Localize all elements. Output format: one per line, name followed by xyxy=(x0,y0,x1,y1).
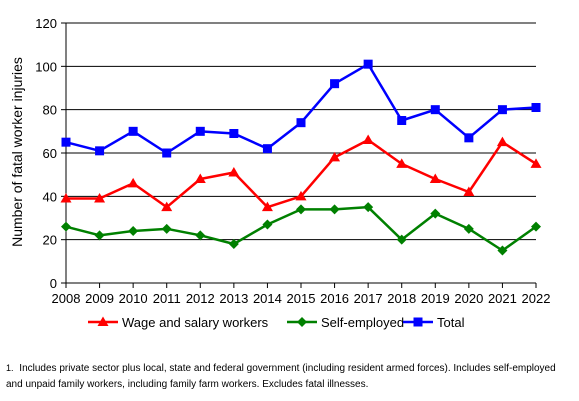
data-point-total xyxy=(195,126,205,136)
y-tick-label: 120 xyxy=(35,16,57,31)
series-total xyxy=(61,59,541,158)
data-point-self-employed xyxy=(531,221,541,232)
series-self-employed xyxy=(61,202,541,256)
legend-item-wage-and-salary-workers: Wage and salary workers xyxy=(88,315,269,330)
line-chart: 0 20 40 60 80 100 120 2008 2009 2010 2011 2012 2013… xyxy=(9,16,551,330)
data-point-wage-and-salary-workers xyxy=(295,190,307,201)
x-tick-label: 2016 xyxy=(320,291,349,306)
data-point-total xyxy=(363,59,373,69)
y-tick-label: 100 xyxy=(35,59,57,74)
data-point-total xyxy=(162,148,172,158)
legend-label: Wage and salary workers xyxy=(122,315,269,330)
data-point-total xyxy=(330,79,340,89)
data-point-self-employed xyxy=(430,208,441,219)
data-point-total xyxy=(531,103,541,112)
data-point-total xyxy=(397,116,407,125)
axes xyxy=(61,22,537,288)
legend: Wage and salary workers Self-employed Tota… xyxy=(88,315,465,330)
series-wage-and-salary-workers xyxy=(60,134,542,212)
x-tick-label: 2017 xyxy=(354,291,383,306)
x-tick-label: 2015 xyxy=(287,291,316,306)
data-point-self-employed xyxy=(94,230,105,241)
legend-label: Self-employed xyxy=(321,315,404,330)
data-point-total xyxy=(61,137,71,147)
y-tick-label: 60 xyxy=(43,146,57,161)
series-group xyxy=(60,59,542,256)
legend-marker xyxy=(413,317,423,327)
data-point-total xyxy=(262,144,272,154)
data-point-wage-and-salary-workers xyxy=(329,151,341,162)
footnote-marker: 1. xyxy=(6,363,14,373)
data-point-wage-and-salary-workers xyxy=(60,193,72,203)
data-point-self-employed xyxy=(329,204,340,215)
data-point-total xyxy=(430,105,440,115)
legend-item-self-employed: Self-employed xyxy=(287,315,404,330)
data-point-self-employed xyxy=(497,245,508,256)
data-point-total xyxy=(229,129,239,138)
data-point-wage-and-salary-workers xyxy=(94,193,106,203)
data-point-self-employed xyxy=(396,234,407,245)
data-point-total xyxy=(95,146,105,156)
x-tick-label: 2011 xyxy=(153,291,181,306)
y-tick-label: 20 xyxy=(43,233,57,248)
y-tick-label: 40 xyxy=(43,189,57,204)
data-point-self-employed xyxy=(363,202,374,213)
footnote: 1. Includes private sector plus local, s… xyxy=(6,360,572,393)
gridlines xyxy=(66,22,536,241)
legend-item-total: Total xyxy=(403,315,465,330)
x-tick-label: 2014 xyxy=(253,291,282,306)
data-point-self-employed xyxy=(262,219,273,230)
data-point-wage-and-salary-workers xyxy=(496,136,508,147)
data-point-wage-and-salary-workers xyxy=(396,158,408,168)
footnote-text: Includes private sector plus local, stat… xyxy=(6,363,556,390)
data-point-total xyxy=(497,105,507,115)
x-tick-label: 2013 xyxy=(219,291,248,306)
x-tick-label: 2019 xyxy=(421,291,450,306)
x-tick-label: 2022 xyxy=(522,291,551,306)
data-point-self-employed xyxy=(463,223,474,234)
data-point-wage-and-salary-workers xyxy=(127,177,139,188)
x-tick-labels: 2008 2009 2010 2011 2012 2013 2014 2015 2016 2017… xyxy=(52,291,551,306)
data-point-wage-and-salary-workers xyxy=(429,173,441,183)
data-point-total xyxy=(464,133,474,143)
data-point-wage-and-salary-workers xyxy=(463,186,475,196)
y-axis-label: Number of fatal worker injuries xyxy=(9,57,25,247)
legend-marker xyxy=(97,316,109,326)
data-point-self-employed xyxy=(61,221,71,232)
data-point-self-employed xyxy=(228,239,239,249)
data-point-wage-and-salary-workers xyxy=(261,201,273,212)
x-tick-label: 2012 xyxy=(186,291,215,306)
data-point-total xyxy=(296,118,306,128)
y-tick-label: 80 xyxy=(43,103,57,118)
x-tick-label: 2018 xyxy=(387,291,416,306)
data-point-self-employed xyxy=(195,230,206,241)
x-tick-label: 2010 xyxy=(119,291,148,306)
legend-label: Total xyxy=(437,315,465,330)
x-tick-label: 2020 xyxy=(454,291,483,306)
y-tick-label: 0 xyxy=(50,276,57,291)
x-tick-label: 2021 xyxy=(488,291,517,306)
x-tick-label: 2009 xyxy=(85,291,114,306)
legend-marker xyxy=(297,317,307,327)
data-point-self-employed xyxy=(161,223,172,234)
data-point-wage-and-salary-workers xyxy=(161,201,173,212)
y-tick-labels: 0 20 40 60 80 100 120 xyxy=(35,16,57,291)
data-point-wage-and-salary-workers xyxy=(530,158,542,168)
data-point-wage-and-salary-workers xyxy=(194,173,206,183)
data-point-self-employed xyxy=(296,204,306,215)
x-tick-label: 2008 xyxy=(52,291,81,306)
data-point-total xyxy=(128,126,138,136)
data-point-wage-and-salary-workers xyxy=(228,167,240,177)
data-point-wage-and-salary-workers xyxy=(362,134,374,144)
data-point-self-employed xyxy=(128,226,139,236)
